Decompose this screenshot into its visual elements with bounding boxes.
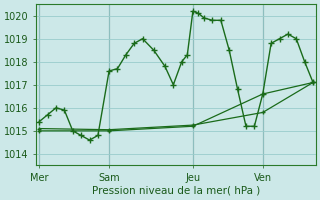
X-axis label: Pression niveau de la mer( hPa ): Pression niveau de la mer( hPa ) — [92, 186, 260, 196]
